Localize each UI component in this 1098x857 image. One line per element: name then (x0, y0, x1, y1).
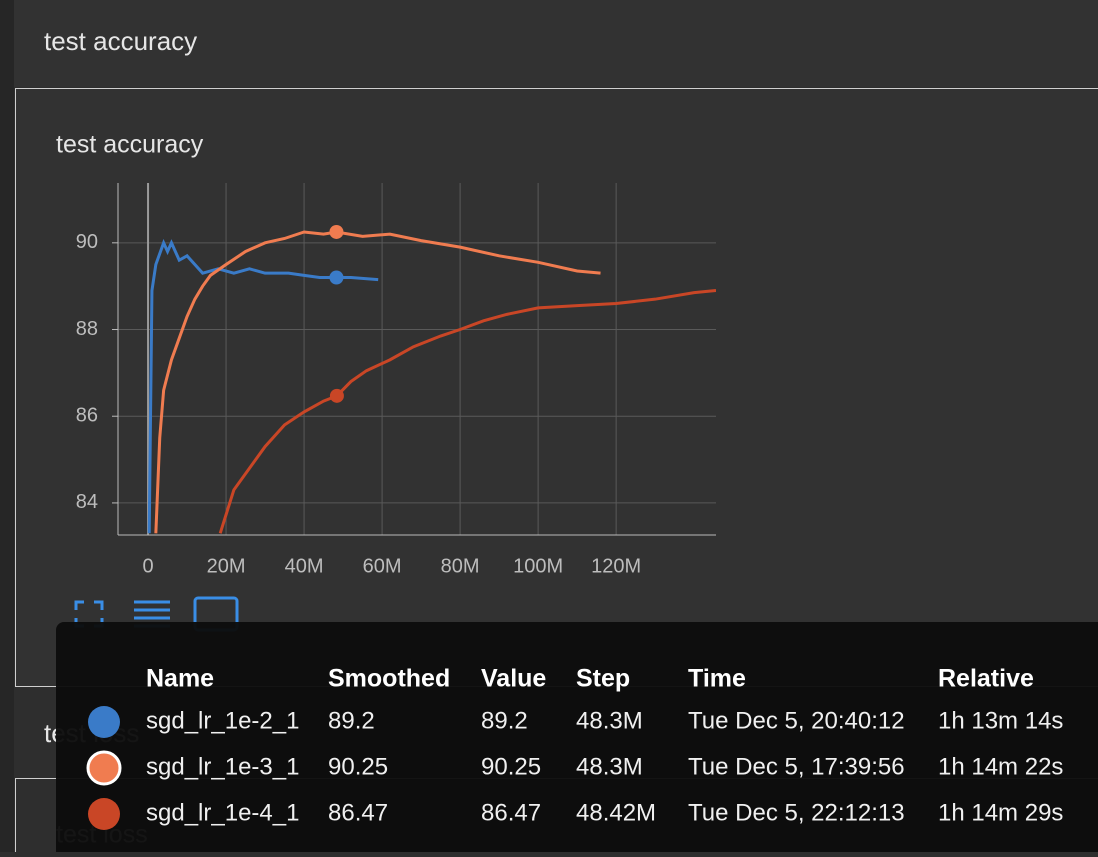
cell: 1h 14m 22s (938, 753, 1063, 780)
y-tick-label: 88 (76, 318, 98, 340)
cell: 90.25 (328, 753, 388, 780)
highlight-dot (329, 225, 343, 239)
cell: Tue Dec 5, 17:39:56 (688, 753, 905, 780)
x-tick-label: 20M (207, 555, 246, 577)
cell: 90.25 (481, 753, 541, 780)
column-header: Name (146, 665, 214, 693)
cell: 48.3M (576, 753, 643, 780)
series-swatch (88, 706, 120, 738)
cell: Tue Dec 5, 22:12:13 (688, 799, 905, 826)
series-swatch (88, 752, 120, 784)
highlight-dot (329, 271, 343, 285)
cell: sgd_lr_1e-3_1 (146, 753, 299, 780)
cell: 1h 13m 14s (938, 707, 1063, 734)
card-title: test accuracy (56, 131, 204, 159)
cell: 1h 14m 29s (938, 799, 1063, 826)
highlight-dot (330, 389, 344, 403)
cell: 48.3M (576, 707, 643, 734)
cell: sgd_lr_1e-2_1 (146, 707, 299, 734)
x-tick-label: 120M (591, 555, 641, 577)
cell: sgd_lr_1e-4_1 (146, 799, 299, 826)
cell: Tue Dec 5, 20:40:12 (688, 707, 905, 734)
x-tick-label: 100M (513, 555, 563, 577)
x-tick-label: 80M (441, 555, 480, 577)
cell: 48.42M (576, 799, 656, 826)
cell: 86.47 (481, 799, 541, 826)
y-tick-label: 90 (76, 231, 98, 253)
left-strip (0, 0, 14, 852)
column-header: Value (481, 665, 546, 693)
cell: 86.47 (328, 799, 388, 826)
tooltip: Name Smoothed Value Step Time Relative sgd_lr_… (56, 622, 1098, 852)
section-title: test accuracy (44, 26, 197, 56)
column-header: Step (576, 665, 630, 693)
series-swatch (88, 798, 120, 830)
x-tick-label: 0 (142, 555, 153, 577)
y-tick-label: 86 (76, 405, 98, 427)
y-tick-label: 84 (76, 491, 98, 513)
column-header: Smoothed (328, 665, 450, 693)
x-tick-label: 60M (363, 555, 402, 577)
x-tick-label: 40M (285, 555, 324, 577)
column-header: Time (688, 665, 746, 693)
card (16, 89, 1098, 687)
cell: 89.2 (328, 707, 375, 734)
cell: 89.2 (481, 707, 528, 734)
column-header: Relative (938, 665, 1034, 693)
